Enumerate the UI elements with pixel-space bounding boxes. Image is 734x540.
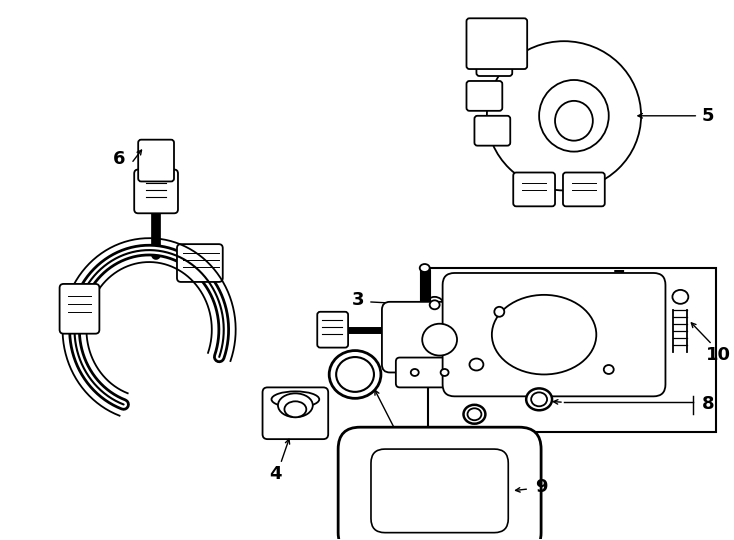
Ellipse shape: [672, 290, 688, 304]
FancyBboxPatch shape: [563, 172, 605, 206]
Text: 2: 2: [393, 430, 406, 448]
Ellipse shape: [411, 369, 418, 376]
Text: 8: 8: [702, 395, 714, 413]
FancyBboxPatch shape: [396, 357, 463, 387]
Ellipse shape: [285, 401, 306, 417]
Ellipse shape: [329, 350, 381, 399]
FancyBboxPatch shape: [467, 81, 502, 111]
Text: 3: 3: [352, 291, 364, 309]
FancyBboxPatch shape: [474, 116, 510, 146]
Ellipse shape: [531, 393, 547, 406]
Ellipse shape: [420, 264, 429, 272]
Ellipse shape: [539, 80, 608, 152]
Ellipse shape: [463, 405, 485, 424]
Ellipse shape: [422, 323, 457, 355]
Ellipse shape: [470, 359, 484, 370]
Ellipse shape: [526, 388, 552, 410]
FancyBboxPatch shape: [513, 172, 555, 206]
Text: 9: 9: [535, 478, 548, 496]
Ellipse shape: [494, 307, 504, 317]
FancyBboxPatch shape: [263, 387, 328, 439]
FancyBboxPatch shape: [382, 302, 473, 373]
Bar: [428, 268, 716, 432]
FancyBboxPatch shape: [134, 170, 178, 213]
FancyBboxPatch shape: [443, 273, 666, 396]
Ellipse shape: [440, 369, 448, 376]
Text: 4: 4: [269, 465, 282, 483]
Text: 1: 1: [513, 306, 526, 324]
Ellipse shape: [492, 295, 596, 374]
Ellipse shape: [426, 297, 443, 313]
Text: 7: 7: [612, 269, 625, 287]
FancyBboxPatch shape: [59, 284, 99, 334]
FancyBboxPatch shape: [371, 449, 508, 532]
FancyBboxPatch shape: [467, 18, 527, 69]
Ellipse shape: [555, 101, 593, 140]
Text: 5: 5: [702, 107, 714, 125]
Text: 10: 10: [705, 346, 730, 363]
Ellipse shape: [278, 393, 313, 417]
FancyBboxPatch shape: [338, 427, 541, 540]
Text: 6: 6: [113, 150, 126, 167]
Ellipse shape: [272, 392, 319, 407]
FancyBboxPatch shape: [138, 140, 174, 181]
FancyBboxPatch shape: [177, 244, 222, 282]
FancyBboxPatch shape: [317, 312, 348, 348]
Ellipse shape: [429, 300, 440, 309]
Ellipse shape: [604, 365, 614, 374]
Ellipse shape: [336, 357, 374, 392]
FancyBboxPatch shape: [476, 46, 512, 76]
Ellipse shape: [487, 41, 641, 191]
Ellipse shape: [468, 408, 482, 420]
